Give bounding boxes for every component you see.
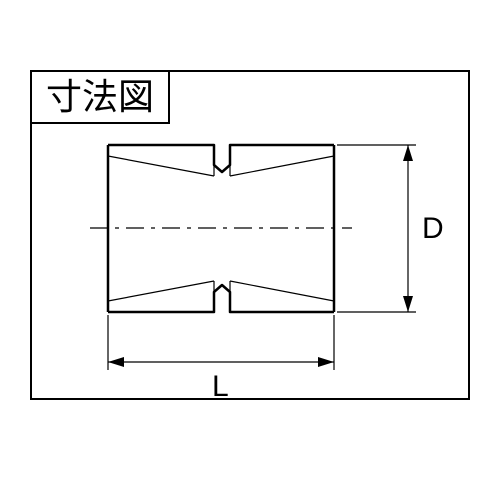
dim-label-d: D bbox=[422, 214, 444, 244]
drawing-svg bbox=[0, 0, 500, 500]
diagram-canvas: 寸法図 D L bbox=[0, 0, 500, 500]
dim-label-l: L bbox=[212, 372, 229, 402]
